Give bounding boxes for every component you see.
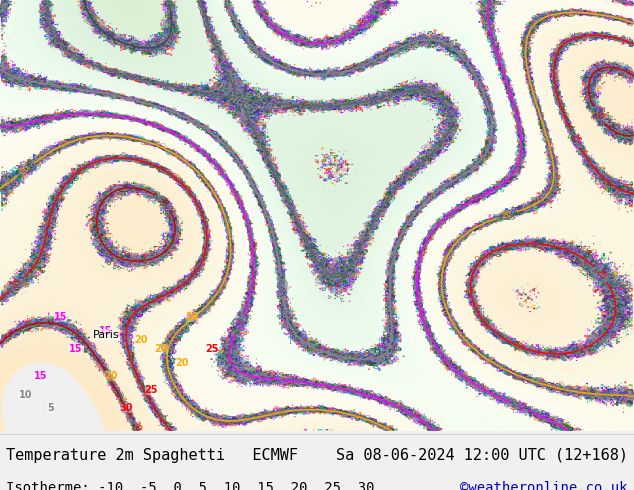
Text: 30: 30	[119, 403, 133, 414]
Text: 5: 5	[47, 403, 54, 414]
Text: 25: 25	[145, 385, 158, 395]
Text: 15: 15	[621, 0, 634, 8]
Text: 5: 5	[262, 98, 269, 107]
Text: 15: 15	[99, 325, 113, 336]
Text: 15: 15	[233, 318, 246, 331]
Text: Isotherme: -10  -5  0  5  10  15  20  25  30: Isotherme: -10 -5 0 5 10 15 20 25 30	[6, 481, 375, 490]
Text: 15: 15	[513, 400, 526, 413]
Text: 25: 25	[569, 132, 581, 145]
Text: 30: 30	[157, 196, 170, 209]
Text: 20: 20	[104, 371, 118, 381]
Text: 30: 30	[129, 420, 142, 434]
Text: 15: 15	[69, 344, 82, 354]
Text: 25: 25	[205, 344, 219, 354]
Text: 15: 15	[374, 0, 388, 14]
Text: 10: 10	[18, 390, 32, 400]
Text: 20: 20	[155, 344, 168, 354]
Text: 0: 0	[164, 0, 174, 6]
Text: 10: 10	[0, 0, 10, 14]
Text: 20: 20	[18, 163, 32, 176]
Text: 5: 5	[219, 62, 230, 71]
Text: 15: 15	[34, 371, 47, 381]
Text: Temperature 2m Spaghetti   ECMWF: Temperature 2m Spaghetti ECMWF	[6, 448, 299, 463]
Text: 25: 25	[10, 277, 24, 291]
Text: 20: 20	[185, 312, 198, 322]
Text: Sa 08-06-2024 12:00 UTC (12+168): Sa 08-06-2024 12:00 UTC (12+168)	[335, 448, 628, 463]
Text: 20: 20	[175, 358, 188, 368]
Text: 10: 10	[277, 280, 287, 291]
Text: Paris: Paris	[93, 330, 119, 340]
Text: 15: 15	[54, 312, 67, 322]
Text: ©weatheronline.co.uk: ©weatheronline.co.uk	[460, 481, 628, 490]
Text: 20: 20	[134, 335, 148, 344]
Text: 20: 20	[501, 209, 514, 221]
Text: 30: 30	[592, 108, 605, 122]
Text: 25: 25	[594, 267, 607, 281]
